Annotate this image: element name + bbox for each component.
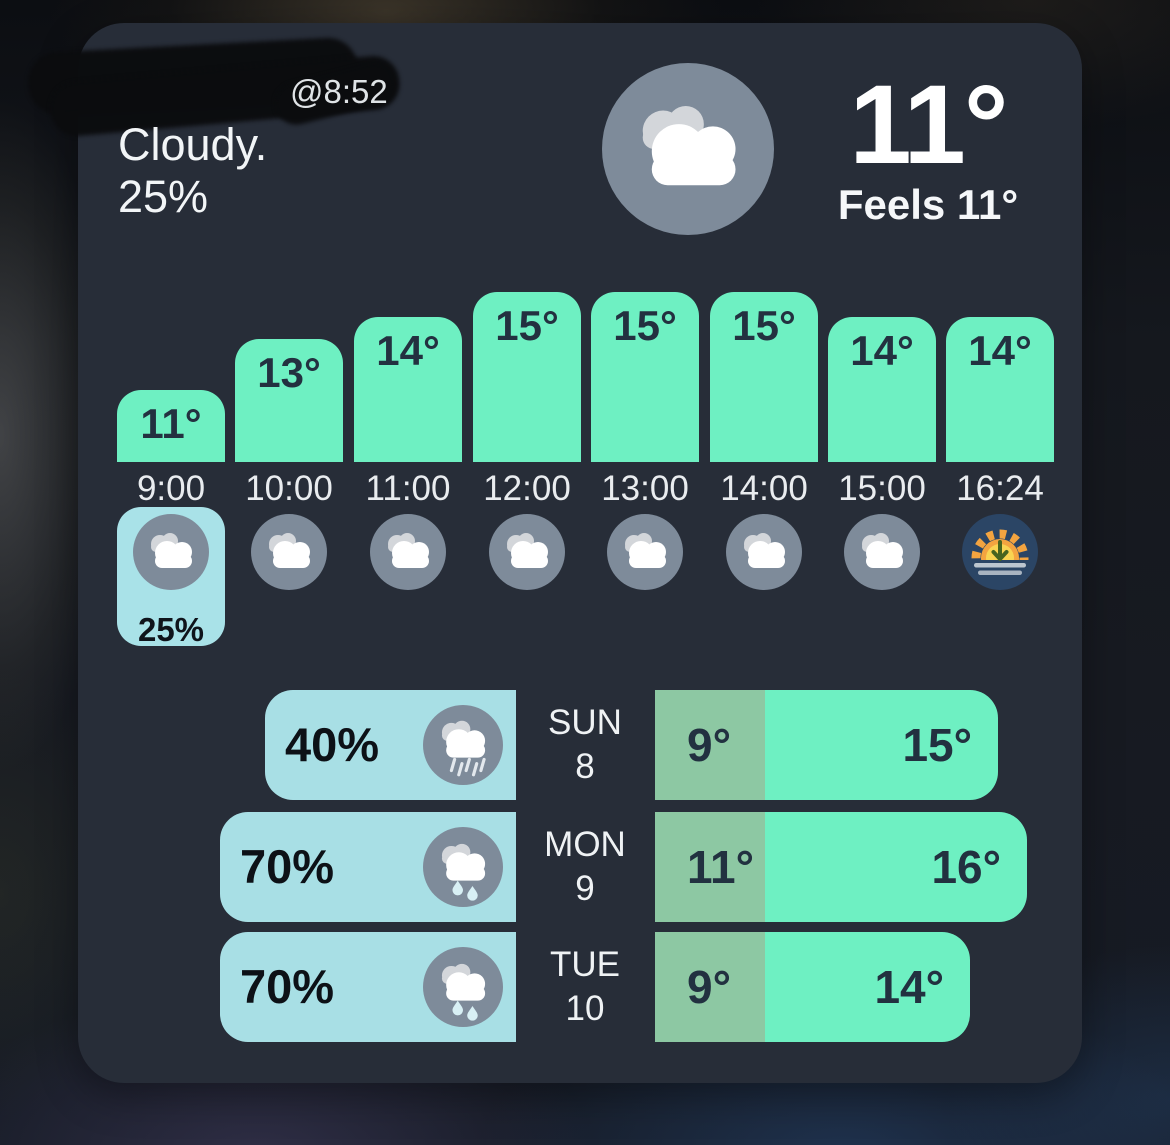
min-temp: 11° <box>687 841 755 893</box>
day-name: MON <box>544 825 626 864</box>
hour-column: 15° 13:00 <box>591 23 699 1083</box>
bar-temp-label: 14° <box>968 327 1032 374</box>
bar-temp-label: 15° <box>495 302 559 349</box>
hour-column: 14° 11:00 <box>354 23 462 1083</box>
cloudy-icon <box>726 514 802 590</box>
temp-bar: 15° <box>591 292 699 462</box>
bar-temp-label: 14° <box>850 327 914 374</box>
temp-range-bar: 9° 15° <box>655 690 998 800</box>
precip-label: 70% <box>240 960 335 1013</box>
min-temp-segment <box>655 690 765 800</box>
day-label: MON 9 <box>507 823 663 911</box>
day-date: 8 <box>575 747 595 786</box>
day-label: TUE 10 <box>507 943 663 1031</box>
hour-column: 11° 9:00 25% <box>117 23 225 1083</box>
precip-chip: 40% <box>265 690 516 800</box>
hour-label: 12:00 <box>483 469 571 508</box>
precip-chip: 70% <box>220 932 516 1042</box>
day-name: SUN <box>548 703 622 742</box>
bar-temp-label: 13° <box>257 349 321 396</box>
day-date: 10 <box>565 989 605 1028</box>
min-temp: 9° <box>687 719 731 771</box>
max-temp: 15° <box>902 719 972 771</box>
current-temp: 11° <box>849 62 1008 187</box>
cloudy-icon <box>133 514 209 590</box>
hour-label: 14:00 <box>720 469 808 508</box>
temp-bar: 14° <box>354 317 462 462</box>
cloudy-icon <box>607 514 683 590</box>
cloudy-icon <box>489 514 565 590</box>
hour-column: 15° 14:00 <box>710 23 818 1083</box>
precip-chance-text: 25% <box>118 171 209 222</box>
hour-label: 9:00 <box>136 469 206 508</box>
bar-temp-label: 14° <box>376 327 440 374</box>
updated-time: @8:52 <box>290 73 388 110</box>
min-temp: 9° <box>687 961 731 1013</box>
hour-precip-label: 25% <box>137 611 205 648</box>
day-name: TUE <box>550 945 620 984</box>
current-temp-block: 11° Feels 11° <box>818 62 1038 229</box>
hour-column: 14° 16:24 <box>946 23 1054 1083</box>
hour-label: 16:24 <box>956 469 1044 508</box>
sunset-icon <box>962 514 1038 590</box>
daily-row: 40% SUN 8 9° 15° <box>78 690 1082 800</box>
precip-label: 70% <box>240 840 335 893</box>
drizzle-icon <box>423 947 503 1027</box>
temp-bar: 14° <box>828 317 936 462</box>
temp-bar: 11° <box>117 390 225 462</box>
daily-row: 70% TUE 10 9° 14° <box>78 932 1082 1042</box>
hour-label: 11:00 <box>365 469 451 508</box>
rain-icon <box>423 705 503 785</box>
hour-label: 10:00 <box>245 469 333 508</box>
bar-temp-label: 15° <box>732 302 796 349</box>
daily-row: 70% MON 9 11° 16° <box>78 812 1082 922</box>
hour-column: 15° 12:00 <box>473 23 581 1083</box>
drizzle-icon <box>423 827 503 907</box>
precip-chip: 70% <box>220 812 516 922</box>
day-date: 9 <box>575 869 595 908</box>
precip-label: 40% <box>285 718 380 771</box>
temp-bar: 15° <box>710 292 818 462</box>
cloudy-icon <box>251 514 327 590</box>
temp-bar: 13° <box>235 339 343 462</box>
weather-widget[interactable]: @8:52 Cloudy. 25% 11° Feels 11° 11° 9:00… <box>26 23 1082 1083</box>
max-temp: 14° <box>874 961 944 1013</box>
hour-label: 15:00 <box>838 469 926 508</box>
min-temp-segment <box>655 812 765 922</box>
temp-bar: 14° <box>946 317 1054 462</box>
condition-text: Cloudy. <box>118 119 268 170</box>
temp-range-bar: 11° 16° <box>655 812 1027 922</box>
max-temp: 16° <box>931 841 1001 893</box>
cloudy-icon <box>370 514 446 590</box>
hour-label: 13:00 <box>601 469 689 508</box>
day-label: SUN 8 <box>507 701 663 789</box>
cloudy-icon <box>844 514 920 590</box>
bar-temp-label: 15° <box>613 302 677 349</box>
temp-range-bar: 9° 14° <box>655 932 970 1042</box>
bar-temp-label: 11° <box>140 400 202 447</box>
hourly-forecast-chart: 11° 9:00 25% 13° 10:00 14° 11:00 15° 12:… <box>78 23 1082 1083</box>
temp-bar: 15° <box>473 292 581 462</box>
feels-like: Feels 11° <box>837 181 1019 228</box>
hour-column: 13° 10:00 <box>235 23 343 1083</box>
hour-column: 14° 15:00 <box>828 23 936 1083</box>
min-temp-segment <box>655 932 765 1042</box>
